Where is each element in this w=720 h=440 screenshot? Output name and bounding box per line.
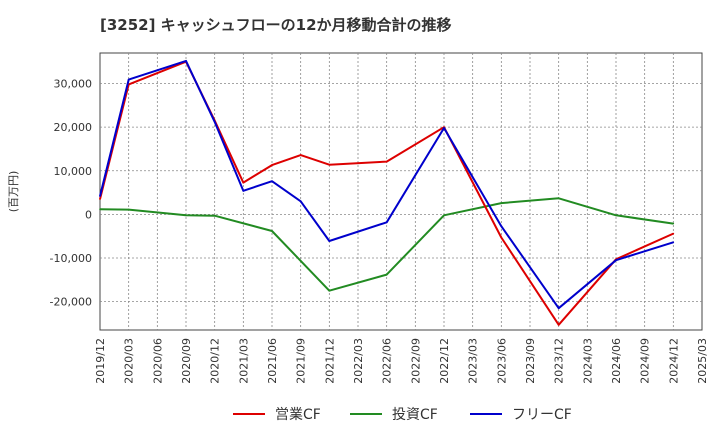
x-tick-label: 2022/06 (381, 338, 394, 384)
x-tick-label: 2024/12 (667, 338, 680, 384)
x-tick-label: 2021/12 (323, 338, 336, 384)
x-tick-label: 2023/06 (495, 338, 508, 384)
y-tick-label: -10,000 (50, 252, 92, 265)
series-point-1 (213, 214, 216, 217)
x-tick-label: 2022/09 (409, 338, 422, 384)
series-point-1 (127, 208, 130, 211)
x-tick-label: 2024/06 (610, 338, 623, 384)
series-point-2 (328, 240, 331, 242)
series-point-2 (615, 259, 617, 262)
grid-layer (99, 52, 703, 331)
series-point-0 (299, 154, 302, 156)
series-point-2 (557, 307, 560, 309)
x-tick-label: 2020/06 (151, 338, 164, 384)
x-tick-label: 2025/03 (696, 338, 709, 384)
series-point-1 (271, 230, 273, 232)
y-tick-label: 10,000 (54, 165, 93, 178)
series-point-0 (557, 323, 560, 326)
legend-label-2: フリーCF (512, 407, 572, 423)
series-line-1 (99, 197, 674, 292)
series-point-2 (271, 180, 273, 183)
series-line-2 (99, 59, 674, 310)
series-point-2 (672, 241, 675, 244)
x-tick-label: 2022/03 (352, 338, 365, 384)
x-tick-label: 2024/09 (639, 338, 652, 384)
y-tick-label: -20,000 (50, 296, 92, 309)
series-point-2 (500, 225, 503, 227)
series-layer (99, 59, 675, 326)
x-tick-label: 2020/12 (209, 338, 222, 384)
x-tick-label: 2023/03 (467, 338, 480, 384)
series-point-0 (328, 163, 331, 166)
series-point-1 (185, 214, 187, 217)
series-point-2 (443, 127, 445, 129)
x-tick-label: 2021/06 (266, 338, 279, 384)
series-point-0 (99, 198, 101, 200)
y-tick-label: 0 (85, 208, 92, 221)
y-tick-label: 30,000 (54, 78, 93, 91)
series-point-1 (615, 214, 617, 217)
series-point-0 (271, 164, 273, 166)
series-point-0 (672, 232, 675, 235)
series-point-1 (557, 197, 560, 200)
series-point-0 (500, 236, 503, 239)
series-point-1 (328, 289, 331, 292)
x-tick-label: 2023/12 (553, 338, 566, 384)
axis-layer: -20,000 -10,000 0 10,000 20,000 30,000 2019/12… (7, 78, 709, 384)
series-point-2 (185, 60, 187, 62)
series-point-2 (213, 121, 216, 123)
y-axis-label: (百万円) (7, 171, 20, 213)
legend-label-1: 投資CF (392, 407, 438, 423)
series-point-1 (99, 208, 101, 210)
series-point-2 (127, 78, 130, 81)
x-tick-label: 2024/03 (581, 338, 594, 384)
chart-title: [3252] キャッシュフローの12か月移動合計の推移 (100, 16, 452, 34)
y-tick-label: 20,000 (54, 121, 93, 134)
series-point-1 (443, 214, 445, 217)
series-point-2 (299, 200, 302, 203)
series-point-1 (500, 202, 503, 204)
legend-label-0: 営業CF (275, 407, 321, 423)
series-point-1 (385, 273, 388, 276)
series-point-0 (242, 181, 245, 184)
series-point-2 (99, 195, 101, 197)
x-tick-label: 2022/12 (438, 338, 451, 384)
x-tick-label: 2021/09 (295, 338, 308, 384)
series-point-1 (672, 222, 675, 225)
series-point-0 (385, 160, 388, 163)
x-tick-label: 2023/09 (524, 338, 537, 384)
plot-frame (99, 52, 703, 331)
x-tick-label: 2021/03 (237, 338, 250, 384)
x-tick-label: 2020/03 (123, 338, 136, 384)
x-tick-label: 2019/12 (94, 338, 107, 384)
series-point-2 (385, 221, 388, 224)
legend: 営業CF 投資CF フリーCF (233, 407, 572, 423)
series-point-2 (242, 190, 245, 192)
x-tick-label: 2020/09 (180, 338, 193, 384)
